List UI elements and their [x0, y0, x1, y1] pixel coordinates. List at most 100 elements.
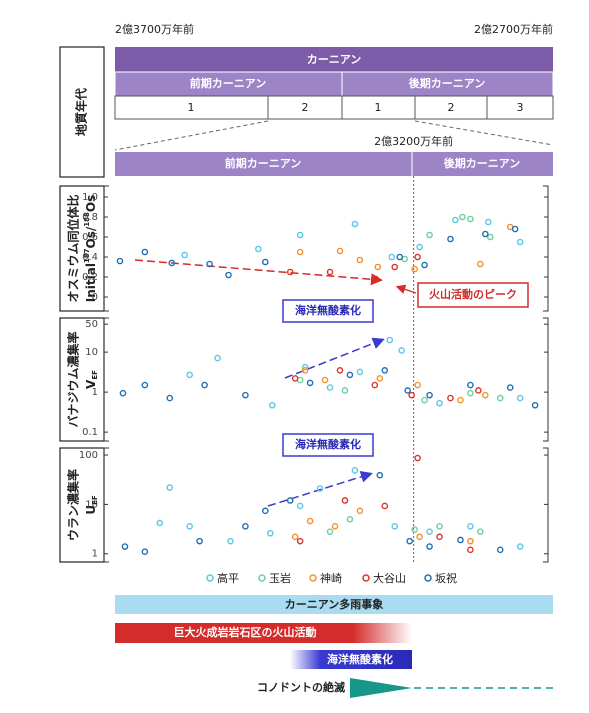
late-bar [341, 71, 554, 97]
data-point [396, 253, 404, 261]
period-label: カーニアン [307, 53, 362, 66]
early-label: 前期カーニアン [190, 76, 267, 90]
data-point [341, 387, 349, 394]
data-point [201, 381, 208, 389]
data-point [306, 379, 314, 387]
data-point [356, 256, 364, 264]
data-point [351, 220, 359, 228]
data-point [475, 387, 482, 394]
ylabel-part: EF [91, 495, 99, 505]
axis-bracket [543, 185, 549, 312]
data-point [242, 522, 249, 530]
data-point [477, 260, 484, 268]
legend-label: 玉岩 [269, 571, 291, 585]
ylabel-part: Os [84, 195, 98, 212]
data-point [414, 381, 421, 389]
data-point [477, 528, 484, 535]
y-tick-label: 100 [79, 450, 98, 461]
data-point [376, 471, 384, 479]
ylabel-box [59, 185, 105, 312]
data-point [381, 502, 389, 510]
zoom-lines [114, 120, 554, 151]
legend-label: 神崎 [320, 571, 342, 585]
peak-box [417, 282, 529, 308]
data-point [531, 401, 539, 409]
data-point [186, 522, 193, 530]
data-point [116, 257, 124, 265]
ylabel: バナジウム濃集率 [66, 331, 81, 427]
pluvial-label: カーニアン多雨事象 [285, 597, 384, 611]
early-bar [114, 71, 343, 97]
ylabel: ウラン濃集率 [66, 469, 81, 541]
data-point [426, 231, 433, 239]
data-point [227, 537, 234, 545]
data-point [356, 368, 364, 376]
data-point [296, 248, 304, 256]
axis-bracket [103, 317, 109, 442]
period-bar [115, 47, 553, 72]
data-point [374, 263, 382, 271]
y-tick-label: 0.1 [82, 427, 98, 438]
data-point [166, 394, 174, 402]
zoom-early [115, 152, 412, 176]
data-point [436, 533, 443, 541]
data-point [166, 484, 174, 491]
data-point [119, 389, 127, 397]
data-point [467, 522, 474, 530]
anoxia-label: 海洋無酸素化 [295, 437, 361, 451]
anoxia-box [282, 299, 374, 323]
y-tick-label: 1 [92, 549, 98, 560]
data-point [426, 543, 433, 550]
substage: 3 [517, 101, 524, 114]
ylabel-part: 188 [83, 212, 91, 227]
data-point [341, 497, 349, 504]
anoxia-bar [290, 650, 412, 669]
data-point [296, 502, 304, 510]
y-tick-label: 0.4 [82, 252, 98, 263]
late-label: 後期カーニアン [409, 76, 486, 90]
ylabel-sub: Initial187Os/188Os [83, 195, 98, 303]
legend-marker [258, 574, 266, 582]
data-point [301, 367, 309, 374]
data-point [242, 391, 249, 399]
data-point [181, 251, 188, 259]
data-point [484, 218, 492, 226]
legend-label: 坂祝 [435, 571, 457, 585]
axis-bracket [543, 447, 549, 563]
data-point [214, 354, 221, 362]
anoxia-arrow [284, 337, 385, 379]
data-point [346, 371, 354, 379]
peak-pointer [395, 284, 417, 294]
legend-marker [362, 574, 370, 582]
anoxia-label: 海洋無酸素化 [295, 303, 361, 317]
data-point [196, 537, 203, 545]
boundary-label: 2億3200万年前 [374, 134, 453, 148]
data-point [255, 245, 262, 253]
data-point [391, 263, 399, 271]
data-point [511, 225, 519, 233]
conodont-wedge [350, 678, 412, 698]
ylabel-part: 187 [83, 248, 91, 263]
data-point [321, 376, 329, 384]
data-point [291, 533, 299, 541]
pluvial-bar [115, 595, 553, 614]
anoxia-box [282, 433, 374, 457]
data-point [388, 253, 396, 261]
data-point [467, 389, 474, 397]
peak-label: 火山活動のピーク [429, 287, 517, 301]
ylabel-box [59, 447, 105, 563]
lip-label: 巨大火成岩岩石区の火山活動 [174, 625, 317, 639]
data-point [391, 522, 399, 530]
data-point [296, 537, 304, 545]
y-tick-label: 0.8 [82, 212, 98, 223]
age-left: 2億3700万年前 [115, 22, 194, 36]
lip-bar [115, 623, 412, 643]
data-point [168, 259, 176, 267]
legend-marker [424, 574, 432, 582]
data-point [326, 528, 334, 535]
data-point [291, 375, 299, 382]
data-point [482, 391, 489, 399]
data-point [262, 507, 269, 515]
y-tick-label: 10 [85, 499, 98, 510]
ylabel-part: U [84, 505, 98, 515]
